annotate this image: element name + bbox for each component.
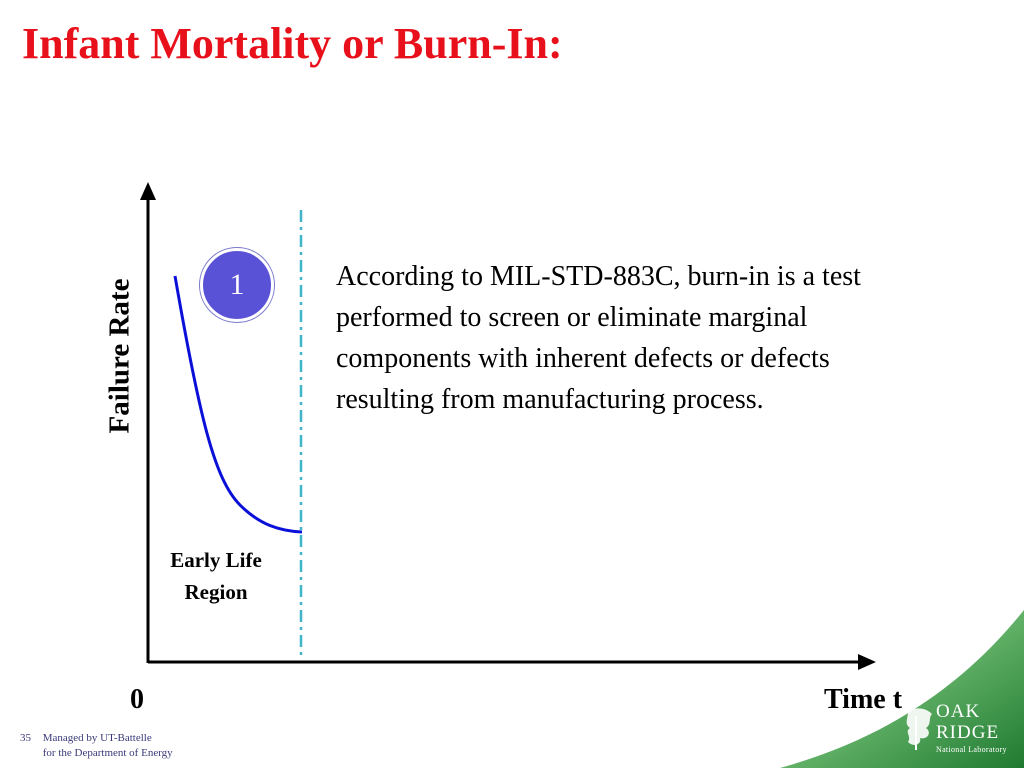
logo-line2: RIDGE (936, 722, 1000, 743)
y-axis-label: Failure Rate (103, 278, 136, 434)
region-label-line2: Region (184, 580, 248, 604)
early-life-region-label: Early Life Region (150, 544, 282, 608)
footer: 35 Managed by UT-Battelle for the Depart… (20, 731, 173, 761)
origin-label: 0 (130, 684, 144, 715)
x-axis-label: Time t (824, 684, 903, 715)
page-number: 35 (20, 732, 31, 744)
footer-line2: for the Department of Energy (42, 747, 173, 759)
footer-line1: Managed by UT-Battelle (42, 732, 152, 744)
logo-line1: OAK (936, 701, 981, 722)
x-axis-arrowhead (858, 654, 876, 670)
region-label-line1: Early Life (170, 548, 262, 572)
logo-line3: National Laboratory (936, 745, 1007, 754)
y-axis-arrowhead (140, 182, 156, 200)
failure-rate-curve (173, 275, 303, 534)
slide-title: Infant Mortality or Burn-In: (22, 19, 563, 68)
burn-in-description: According to MIL-STD-883C, burn-in is a … (336, 261, 861, 415)
number-badge: 1 (200, 248, 274, 322)
oak-ridge-logo-text: OAK RIDGE National Laboratory (936, 702, 1007, 754)
